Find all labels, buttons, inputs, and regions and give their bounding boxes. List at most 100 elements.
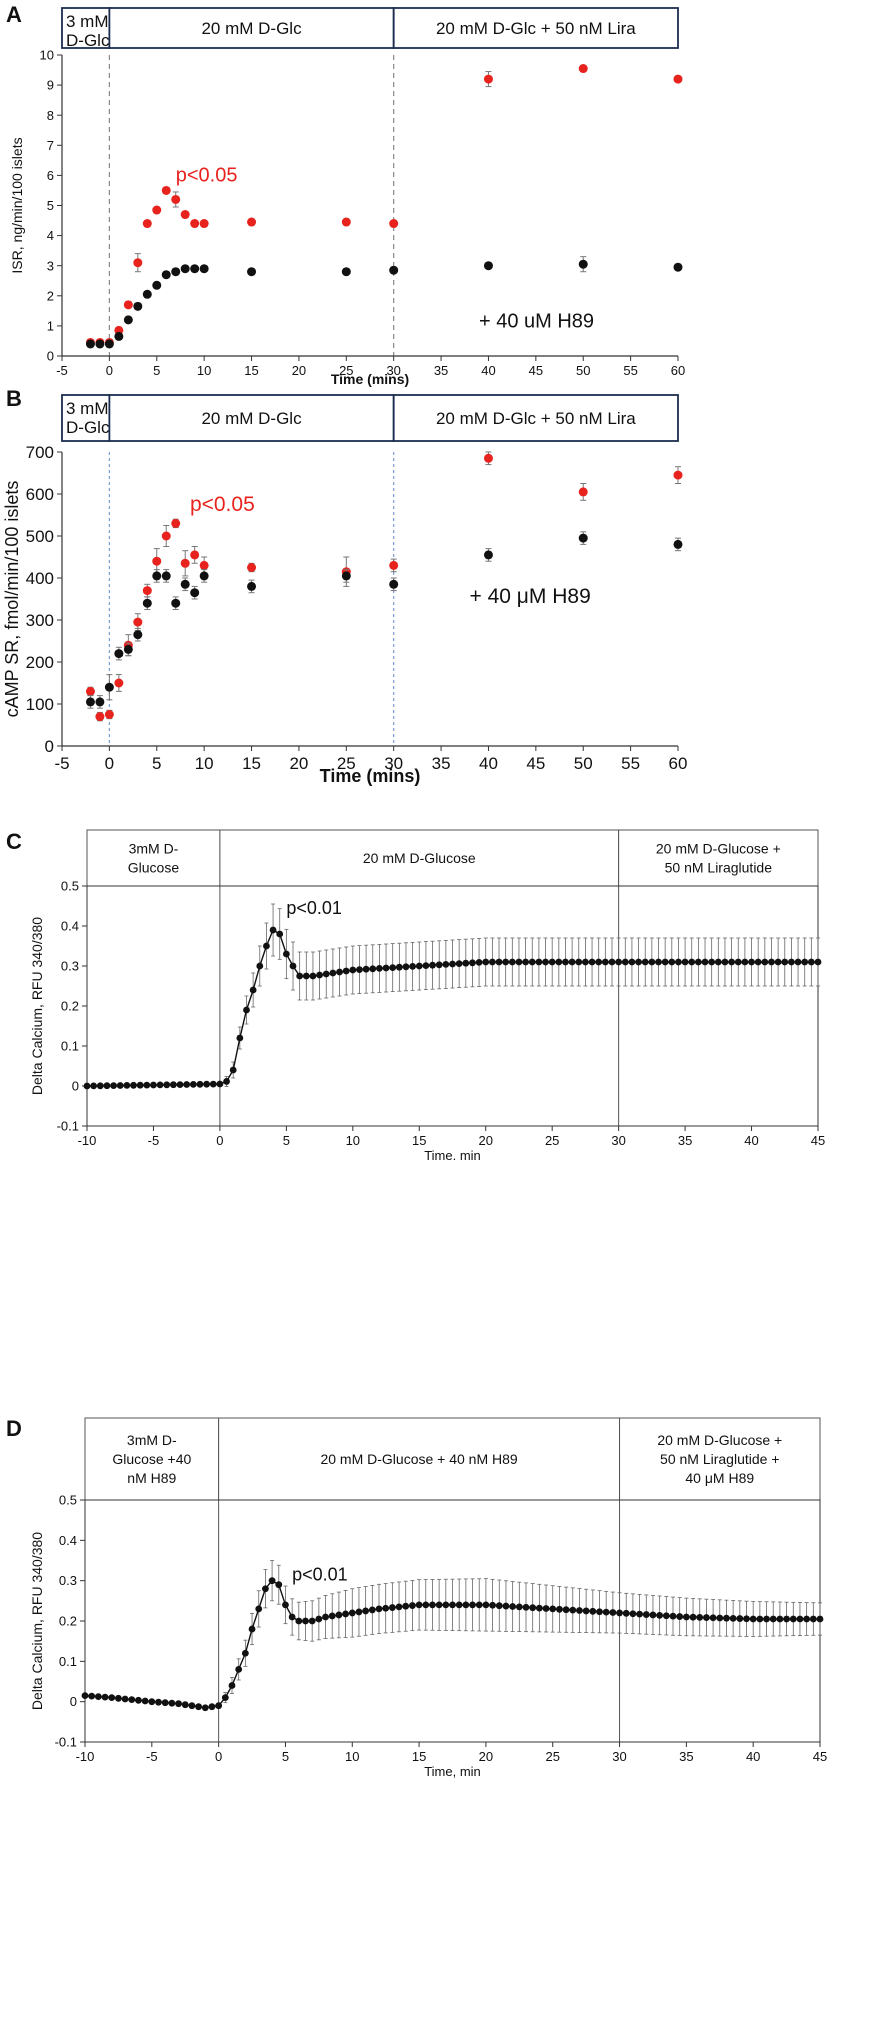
data-point bbox=[621, 958, 629, 966]
data-point bbox=[148, 1698, 156, 1706]
data-point bbox=[449, 1601, 456, 1609]
y-tick-label: 0.4 bbox=[61, 919, 79, 934]
data-point bbox=[101, 1693, 109, 1701]
data-point bbox=[789, 1615, 797, 1623]
data-point bbox=[199, 264, 209, 274]
data-point bbox=[568, 958, 576, 966]
y-tick-label: 6 bbox=[47, 168, 54, 183]
data-point bbox=[241, 1649, 249, 1657]
condition-box bbox=[618, 829, 819, 887]
data-point bbox=[668, 958, 676, 966]
data-point bbox=[247, 217, 257, 227]
data-point bbox=[522, 958, 529, 966]
x-tick-label: 20 bbox=[289, 754, 308, 773]
data-point bbox=[409, 963, 417, 970]
data-point bbox=[442, 1601, 450, 1609]
x-tick-label: -10 bbox=[76, 1749, 95, 1764]
series-0 bbox=[81, 1560, 824, 1712]
data-point bbox=[152, 205, 162, 215]
x-tick-label: 35 bbox=[434, 363, 448, 378]
y-tick-label: 0 bbox=[70, 1694, 77, 1709]
x-tick-label: 35 bbox=[432, 754, 451, 773]
data-point bbox=[349, 966, 357, 974]
condition-label: 3mM D- bbox=[129, 840, 179, 856]
x-tick-label: 55 bbox=[623, 363, 637, 378]
x-tick-label: 40 bbox=[481, 363, 495, 378]
data-point bbox=[156, 1081, 164, 1089]
data-point bbox=[429, 961, 436, 969]
data-point bbox=[675, 958, 682, 966]
data-point bbox=[175, 1700, 182, 1708]
data-point bbox=[673, 470, 683, 480]
data-point bbox=[395, 963, 403, 971]
y-tick-label: 0.4 bbox=[59, 1533, 77, 1548]
data-point bbox=[522, 1603, 530, 1611]
data-point bbox=[783, 1615, 790, 1623]
x-tick-label: 30 bbox=[386, 363, 400, 378]
y-tick-label: 600 bbox=[26, 485, 54, 504]
data-point bbox=[542, 958, 549, 966]
data-point bbox=[199, 560, 209, 570]
data-point bbox=[150, 1081, 157, 1089]
data-point bbox=[328, 1612, 336, 1620]
condition-label: 20 mM D-Glucose + 40 nM H89 bbox=[320, 1451, 517, 1467]
condition-box bbox=[84, 1417, 220, 1501]
data-point bbox=[389, 579, 399, 589]
data-point bbox=[409, 1602, 416, 1609]
data-point bbox=[161, 185, 171, 195]
data-point bbox=[302, 1617, 309, 1625]
data-point bbox=[515, 1603, 523, 1611]
data-point bbox=[221, 1694, 229, 1702]
data-point bbox=[629, 1610, 637, 1618]
data-point bbox=[180, 210, 190, 220]
data-point bbox=[203, 1080, 211, 1088]
x-axis-label: Time, min bbox=[424, 1764, 481, 1779]
data-point bbox=[180, 558, 190, 568]
x-tick-label: 60 bbox=[669, 754, 688, 773]
x-tick-label: 40 bbox=[479, 754, 498, 773]
x-tick-label: 15 bbox=[412, 1133, 426, 1148]
y-tick-label: 1 bbox=[47, 318, 54, 333]
x-tick-label: 40 bbox=[746, 1749, 760, 1764]
data-point bbox=[528, 958, 536, 966]
data-point bbox=[489, 1601, 496, 1609]
data-point bbox=[368, 1606, 376, 1614]
data-point bbox=[123, 300, 133, 310]
y-tick-label: 0 bbox=[45, 737, 54, 756]
condition-label: 20 mM D-Glc bbox=[201, 409, 302, 428]
condition-label-part: 3 mM bbox=[66, 399, 109, 418]
data-point bbox=[282, 950, 290, 958]
data-point bbox=[152, 280, 162, 290]
data-point bbox=[262, 1585, 269, 1593]
data-point bbox=[133, 258, 143, 268]
data-point bbox=[362, 1607, 370, 1615]
data-point bbox=[308, 1617, 316, 1625]
x-axis-label: Time (mins) bbox=[331, 371, 409, 387]
data-point bbox=[388, 1604, 396, 1611]
data-point bbox=[475, 1601, 483, 1609]
y-tick-label: 0.2 bbox=[61, 999, 79, 1014]
data-point bbox=[661, 958, 669, 966]
data-point bbox=[133, 301, 143, 311]
y-tick-label: 3 bbox=[47, 258, 54, 273]
data-point bbox=[341, 267, 351, 277]
data-point bbox=[176, 1081, 184, 1088]
data-point bbox=[199, 571, 209, 581]
data-point bbox=[329, 969, 337, 977]
data-point bbox=[171, 267, 181, 277]
condition-box bbox=[61, 394, 111, 442]
x-tick-label: 15 bbox=[412, 1749, 426, 1764]
x-tick-label: 50 bbox=[576, 363, 590, 378]
x-tick-label: -10 bbox=[78, 1133, 97, 1148]
data-point bbox=[741, 958, 749, 966]
data-point bbox=[716, 1614, 724, 1622]
y-tick-label: 700 bbox=[26, 443, 54, 462]
data-point bbox=[369, 965, 377, 973]
data-point bbox=[382, 1604, 390, 1612]
data-point bbox=[769, 1615, 777, 1623]
data-point bbox=[389, 964, 397, 971]
y-tick-label: 0.2 bbox=[59, 1614, 77, 1629]
data-point bbox=[382, 964, 390, 972]
data-point bbox=[130, 1081, 137, 1089]
data-point bbox=[395, 1603, 403, 1611]
